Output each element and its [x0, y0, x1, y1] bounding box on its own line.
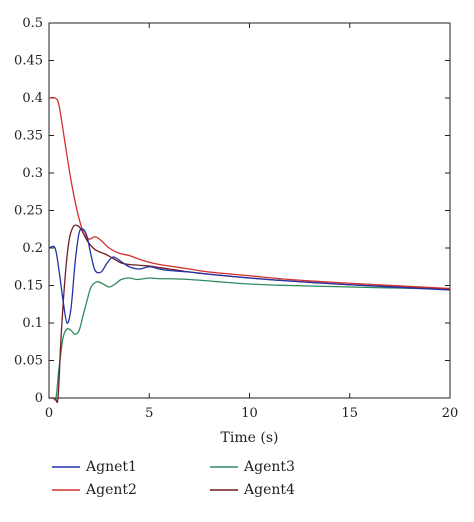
legend-label: Agnet1	[85, 459, 137, 475]
y-tick-label: 0	[35, 391, 43, 406]
y-tick-label: 0.5	[22, 16, 43, 31]
x-tick-label: 10	[241, 406, 258, 421]
legend-label: Agent4	[243, 482, 295, 498]
y-tick-label: 0.4	[22, 91, 43, 106]
y-tick-label: 0.45	[14, 54, 43, 69]
y-tick-label: 0.05	[14, 354, 43, 369]
y-tick-label: 0.3	[22, 166, 43, 181]
series-line-agent4	[49, 224, 451, 404]
x-tick-label: 5	[145, 406, 153, 421]
y-tick-label: 0.35	[14, 129, 43, 144]
legend-label: Agent2	[85, 482, 137, 498]
series-line-agent2	[48, 96, 451, 290]
x-tick-label: 0	[45, 406, 53, 421]
legend-label: Agent3	[243, 459, 295, 475]
x-tick-label: 20	[442, 406, 459, 421]
y-tick-label: 0.1	[22, 316, 43, 331]
y-tick-label: 0.2	[22, 241, 43, 256]
series-line-agnet1	[48, 228, 451, 324]
y-tick-label: 0.15	[14, 279, 43, 294]
y-tick-label: 0.25	[14, 204, 43, 219]
series-line-agent3	[49, 277, 451, 401]
series-layer	[48, 96, 451, 404]
plot-frame	[48, 22, 451, 399]
legend: Agnet1 Agent2 Agent3 Agent4	[52, 459, 295, 498]
x-axis-title: Time (s)	[221, 430, 279, 446]
x-tick-label: 15	[341, 406, 358, 421]
ticks-layer: 0 5 10 15 20 0 0.05 0.1 0.15 0.2 0.25 0.3 0.35 0.4 0.4…	[14, 16, 458, 421]
